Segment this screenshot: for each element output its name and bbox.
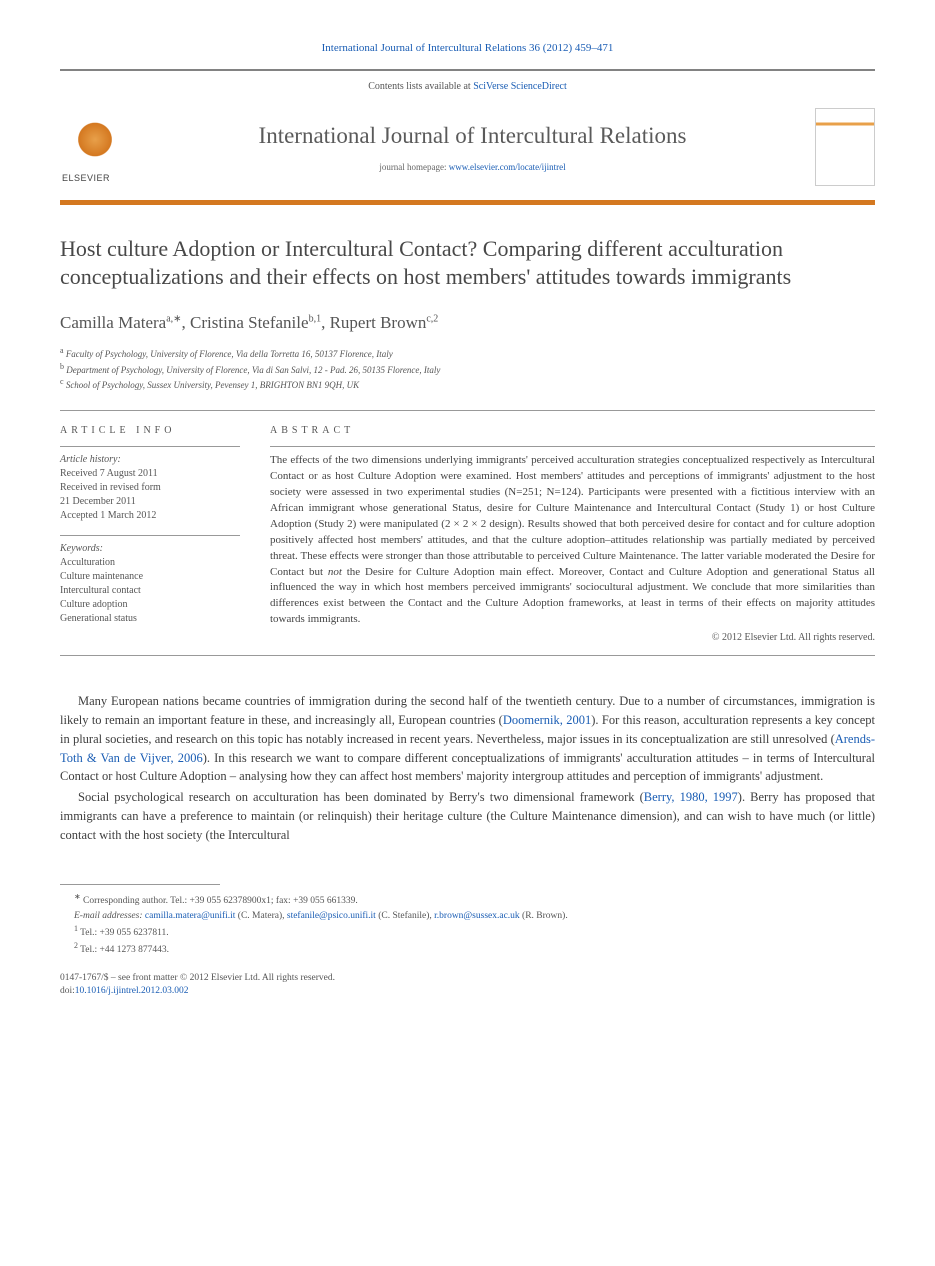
footnotes-rule	[60, 884, 220, 885]
affiliations: a Faculty of Psychology, University of F…	[60, 345, 875, 392]
corr-text: Corresponding author. Tel.: +39 055 6237…	[81, 896, 358, 906]
keyword-3: Intercultural contact	[60, 584, 240, 598]
citation-link[interactable]: International Journal of Intercultural R…	[322, 42, 614, 54]
abstract-heading: ABSTRACT	[270, 423, 875, 438]
author-3: Rupert Brown	[330, 313, 427, 332]
keyword-1: Acculturation	[60, 556, 240, 570]
keywords-block: Keywords: Acculturation Culture maintena…	[60, 542, 240, 626]
aff-b-text: Department of Psychology, University of …	[64, 365, 440, 375]
corr-sup: ∗	[74, 892, 81, 901]
footnote-tel-1: 1 Tel.: +39 055 6237811.	[60, 923, 875, 940]
body-paragraph-2: Social psychological research on accultu…	[60, 788, 875, 844]
doi-link[interactable]: 10.1016/j.ijintrel.2012.03.002	[75, 986, 189, 996]
issn-line: 0147-1767/$ – see front matter © 2012 El…	[60, 972, 875, 985]
keywords-label: Keywords:	[60, 542, 240, 556]
orange-rule	[60, 200, 875, 205]
info-abstract-top-rule	[60, 410, 875, 411]
doi-prefix: doi:	[60, 986, 75, 996]
abstract-not-word: not	[328, 566, 342, 578]
elsevier-logo	[60, 122, 130, 172]
email-stefanile[interactable]: stefanile@psico.unifi.it	[287, 911, 376, 921]
cite-berry-1980-1997[interactable]: Berry, 1980, 1997	[644, 790, 738, 804]
journal-banner: International Journal of Intercultural R…	[60, 102, 875, 192]
email-label: E-mail addresses:	[74, 911, 145, 921]
email2-who: (C. Stefanile),	[376, 911, 434, 921]
contents-line: Contents lists available at SciVerse Sci…	[60, 79, 875, 94]
post-abstract-rule	[60, 655, 875, 656]
email3-who: (R. Brown).	[520, 911, 568, 921]
homepage-link[interactable]: www.elsevier.com/locate/ijintrel	[449, 162, 566, 172]
aff-a-text: Faculty of Psychology, University of Flo…	[64, 349, 393, 359]
abstract-after-not: the Desire for Culture Adoption main eff…	[270, 566, 875, 626]
footnote-tel-2: 2 Tel.: +44 1273 877443.	[60, 940, 875, 957]
journal-cover-thumbnail	[815, 108, 875, 186]
author-1-sup: a,∗	[166, 313, 181, 324]
affiliation-b: b Department of Psychology, University o…	[60, 361, 875, 377]
journal-homepage: journal homepage: www.elsevier.com/locat…	[130, 161, 815, 175]
journal-title-block: International Journal of Intercultural R…	[130, 119, 815, 175]
email1-who: (C. Matera),	[235, 911, 286, 921]
email-brown[interactable]: r.brown@sussex.ac.uk	[434, 911, 520, 921]
journal-title: International Journal of Intercultural R…	[130, 119, 815, 154]
doi-line: doi:10.1016/j.ijintrel.2012.03.002	[60, 985, 875, 998]
homepage-prefix: journal homepage:	[379, 162, 448, 172]
author-2-sup: b,1	[309, 313, 322, 324]
fn2-text: Tel.: +44 1273 877443.	[78, 946, 169, 956]
body-text: Many European nations became countries o…	[60, 692, 875, 844]
p2-a: Social psychological research on accultu…	[78, 790, 644, 804]
article-title: Host culture Adoption or Intercultural C…	[60, 235, 875, 292]
email-matera[interactable]: camilla.matera@unifi.it	[145, 911, 236, 921]
elsevier-tree-icon	[70, 122, 120, 172]
abstract-column: ABSTRACT The effects of the two dimensio…	[270, 423, 875, 645]
footnote-corresponding: ∗ Corresponding author. Tel.: +39 055 62…	[60, 891, 875, 908]
body-paragraph-1: Many European nations became countries o…	[60, 692, 875, 786]
info-rule-1	[60, 446, 240, 447]
history-revised-1: Received in revised form	[60, 481, 240, 495]
contents-prefix: Contents lists available at	[368, 81, 473, 92]
history-label: Article history:	[60, 453, 240, 467]
article-info-column: ARTICLE INFO Article history: Received 7…	[60, 423, 240, 645]
abstract-before-not: The effects of the two dimensions underl…	[270, 454, 875, 578]
footer-block: 0147-1767/$ – see front matter © 2012 El…	[60, 972, 875, 999]
top-rule	[60, 69, 875, 71]
history-received: Received 7 August 2011	[60, 467, 240, 481]
author-3-sup: c,2	[426, 313, 438, 324]
header-citation: International Journal of Intercultural R…	[60, 40, 875, 57]
keyword-4: Culture adoption	[60, 598, 240, 612]
sciencedirect-link[interactable]: SciVerse ScienceDirect	[473, 81, 567, 92]
footnotes: ∗ Corresponding author. Tel.: +39 055 62…	[60, 891, 875, 957]
authors-line: Camilla Materaa,∗, Cristina Stefanileb,1…	[60, 310, 875, 336]
article-info-heading: ARTICLE INFO	[60, 423, 240, 438]
history-revised-2: 21 December 2011	[60, 495, 240, 509]
affiliation-a: a Faculty of Psychology, University of F…	[60, 345, 875, 361]
info-rule-2	[60, 535, 240, 536]
article-history-block: Article history: Received 7 August 2011 …	[60, 453, 240, 523]
fn1-text: Tel.: +39 055 6237811.	[78, 928, 169, 938]
sep: ,	[182, 313, 191, 332]
footnote-emails: E-mail addresses: camilla.matera@unifi.i…	[60, 909, 875, 923]
cite-doomernik-2001[interactable]: Doomernik, 2001	[503, 713, 591, 727]
abstract-rule	[270, 446, 875, 447]
author-2: Cristina Stefanile	[190, 313, 309, 332]
author-1: Camilla Matera	[60, 313, 166, 332]
aff-c-text: School of Psychology, Sussex University,…	[64, 380, 360, 390]
keyword-2: Culture maintenance	[60, 570, 240, 584]
affiliation-c: c School of Psychology, Sussex Universit…	[60, 376, 875, 392]
sep: ,	[321, 313, 330, 332]
abstract-text: The effects of the two dimensions underl…	[270, 453, 875, 628]
keyword-5: Generational status	[60, 612, 240, 626]
info-abstract-wrap: ARTICLE INFO Article history: Received 7…	[60, 423, 875, 645]
history-accepted: Accepted 1 March 2012	[60, 509, 240, 523]
abstract-copyright: © 2012 Elsevier Ltd. All rights reserved…	[270, 630, 875, 645]
